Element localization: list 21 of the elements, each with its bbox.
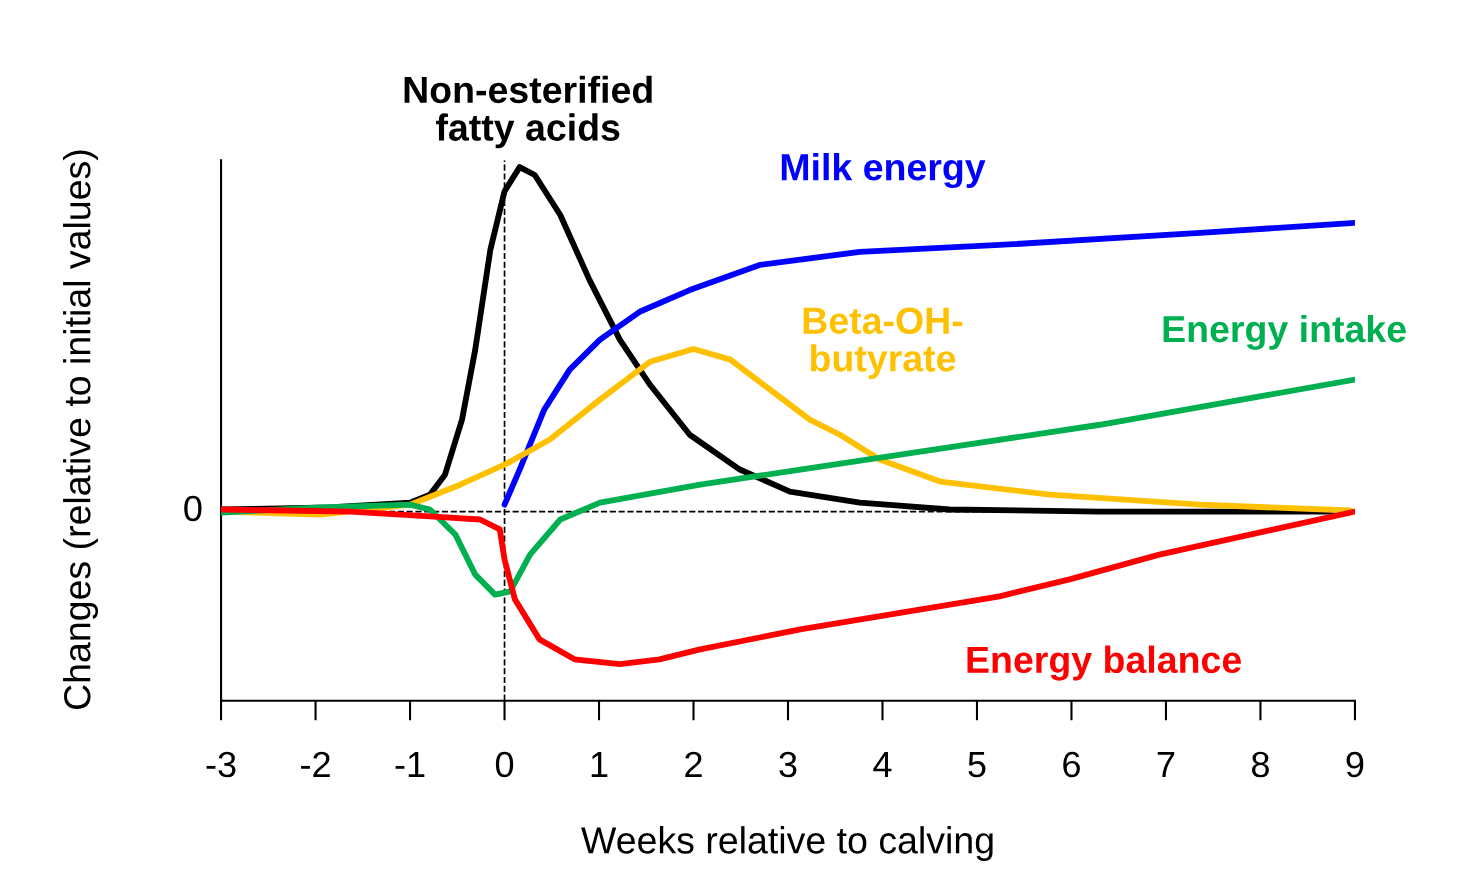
y-axis-title: Changes (relative to initial values)	[63, 150, 98, 710]
x-tick-label: 5	[968, 752, 986, 778]
x-tick-label: 9	[1346, 751, 1364, 778]
x-tick-label: 2	[685, 751, 702, 777]
x-tick-label: 1	[591, 752, 608, 777]
x-tick-label: -3	[206, 751, 236, 778]
ref-line-label: 0	[184, 495, 202, 522]
series-label: Non-esterified fatty acids	[404, 75, 652, 149]
x-tick-label: 6	[1063, 751, 1080, 778]
x-tick-label: 0	[495, 751, 514, 778]
x-axis-title: Weeks relative to calving	[581, 826, 993, 862]
x-tick-label: -1	[395, 752, 425, 777]
x-tick-label: 8	[1251, 751, 1269, 778]
x-tick-label: 7	[1157, 752, 1175, 777]
series-label: Milk energy	[781, 152, 986, 189]
series-label: Beta-OH- butyrate	[803, 307, 963, 380]
x-tick-label: -2	[301, 751, 330, 777]
series-label: Energy intake	[1163, 314, 1406, 350]
x-tick-label: 4	[873, 752, 892, 777]
series-label: Energy balance	[967, 645, 1241, 681]
x-tick-label: 3	[779, 751, 797, 778]
